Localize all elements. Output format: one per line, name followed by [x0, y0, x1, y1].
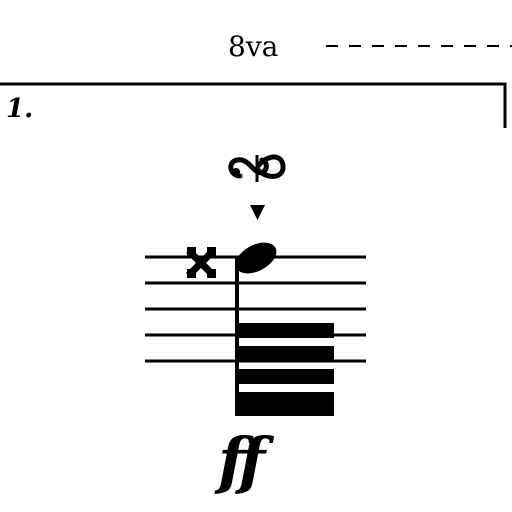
tremolo-strokes [237, 323, 334, 416]
volta-label: 1. [6, 94, 33, 124]
dynamic-marking: ff [214, 424, 275, 497]
note-head [235, 242, 277, 274]
volta-bracket: 1. [0, 82, 507, 128]
tremolo-stroke [237, 369, 334, 384]
volta-bracket-line [0, 82, 507, 128]
staff [145, 255, 366, 363]
ottava-marking: 8va [228, 30, 512, 63]
tremolo-stroke [237, 401, 334, 416]
inverted-turn-icon [228, 154, 286, 182]
ottava-label: 8va [228, 30, 278, 63]
tremolo-stroke [237, 346, 334, 361]
tremolo-stroke [237, 323, 334, 338]
double-sharp-icon [186, 247, 216, 278]
staccatissimo-icon [250, 205, 265, 220]
